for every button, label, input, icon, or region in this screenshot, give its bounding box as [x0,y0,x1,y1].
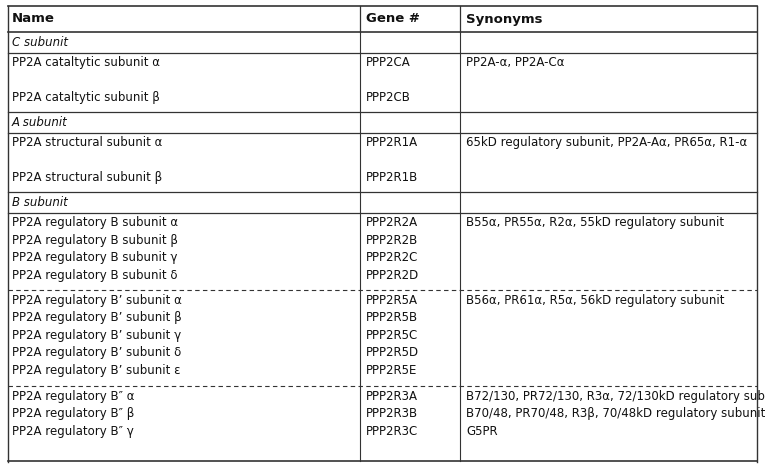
Text: PP2A regulatory B’ subunit α
PP2A regulatory B’ subunit β
PP2A regulatory B’ sub: PP2A regulatory B’ subunit α PP2A regula… [12,294,182,377]
Text: PPP2R5A
PPP2R5B
PPP2R5C
PPP2R5D
PPP2R5E: PPP2R5A PPP2R5B PPP2R5C PPP2R5D PPP2R5E [366,294,419,377]
Text: B56α, PR61α, R5α, 56kD regulatory subunit: B56α, PR61α, R5α, 56kD regulatory subuni… [466,294,724,307]
Text: PP2A cataltytic subunit α

PP2A cataltytic subunit β: PP2A cataltytic subunit α PP2A cataltyti… [12,56,160,104]
Text: C subunit: C subunit [12,36,68,49]
Text: PP2A structural subunit α

PP2A structural subunit β: PP2A structural subunit α PP2A structura… [12,136,162,184]
Text: PP2A-α, PP2A-Cα: PP2A-α, PP2A-Cα [466,56,565,69]
Text: PPP2R2A
PPP2R2B
PPP2R2C
PPP2R2D: PPP2R2A PPP2R2B PPP2R2C PPP2R2D [366,216,419,282]
Text: Synonyms: Synonyms [466,13,542,26]
Text: Name: Name [12,13,55,26]
Text: PPP2R3A
PPP2R3B
PPP2R3C: PPP2R3A PPP2R3B PPP2R3C [366,389,418,438]
Text: PP2A regulatory B subunit α
PP2A regulatory B subunit β
PP2A regulatory B subuni: PP2A regulatory B subunit α PP2A regulat… [12,216,178,282]
Text: PPP2CA

PPP2CB: PPP2CA PPP2CB [366,56,411,104]
Text: Gene #: Gene # [366,13,420,26]
Text: B72/130, PR72/130, R3α, 72/130kD regulatory subunit
B70/48, PR70/48, R3β, 70/48k: B72/130, PR72/130, R3α, 72/130kD regulat… [466,389,765,438]
Text: 65kD regulatory subunit, PP2A-Aα, PR65α, R1-α: 65kD regulatory subunit, PP2A-Aα, PR65α,… [466,136,747,149]
Text: B55α, PR55α, R2α, 55kD regulatory subunit: B55α, PR55α, R2α, 55kD regulatory subuni… [466,216,724,229]
Text: B subunit: B subunit [12,196,68,209]
Text: A subunit: A subunit [12,116,68,129]
Text: PP2A regulatory B″ α
PP2A regulatory B″ β
PP2A regulatory B″ γ: PP2A regulatory B″ α PP2A regulatory B″ … [12,389,135,438]
Text: PPP2R1A

PPP2R1B: PPP2R1A PPP2R1B [366,136,418,184]
